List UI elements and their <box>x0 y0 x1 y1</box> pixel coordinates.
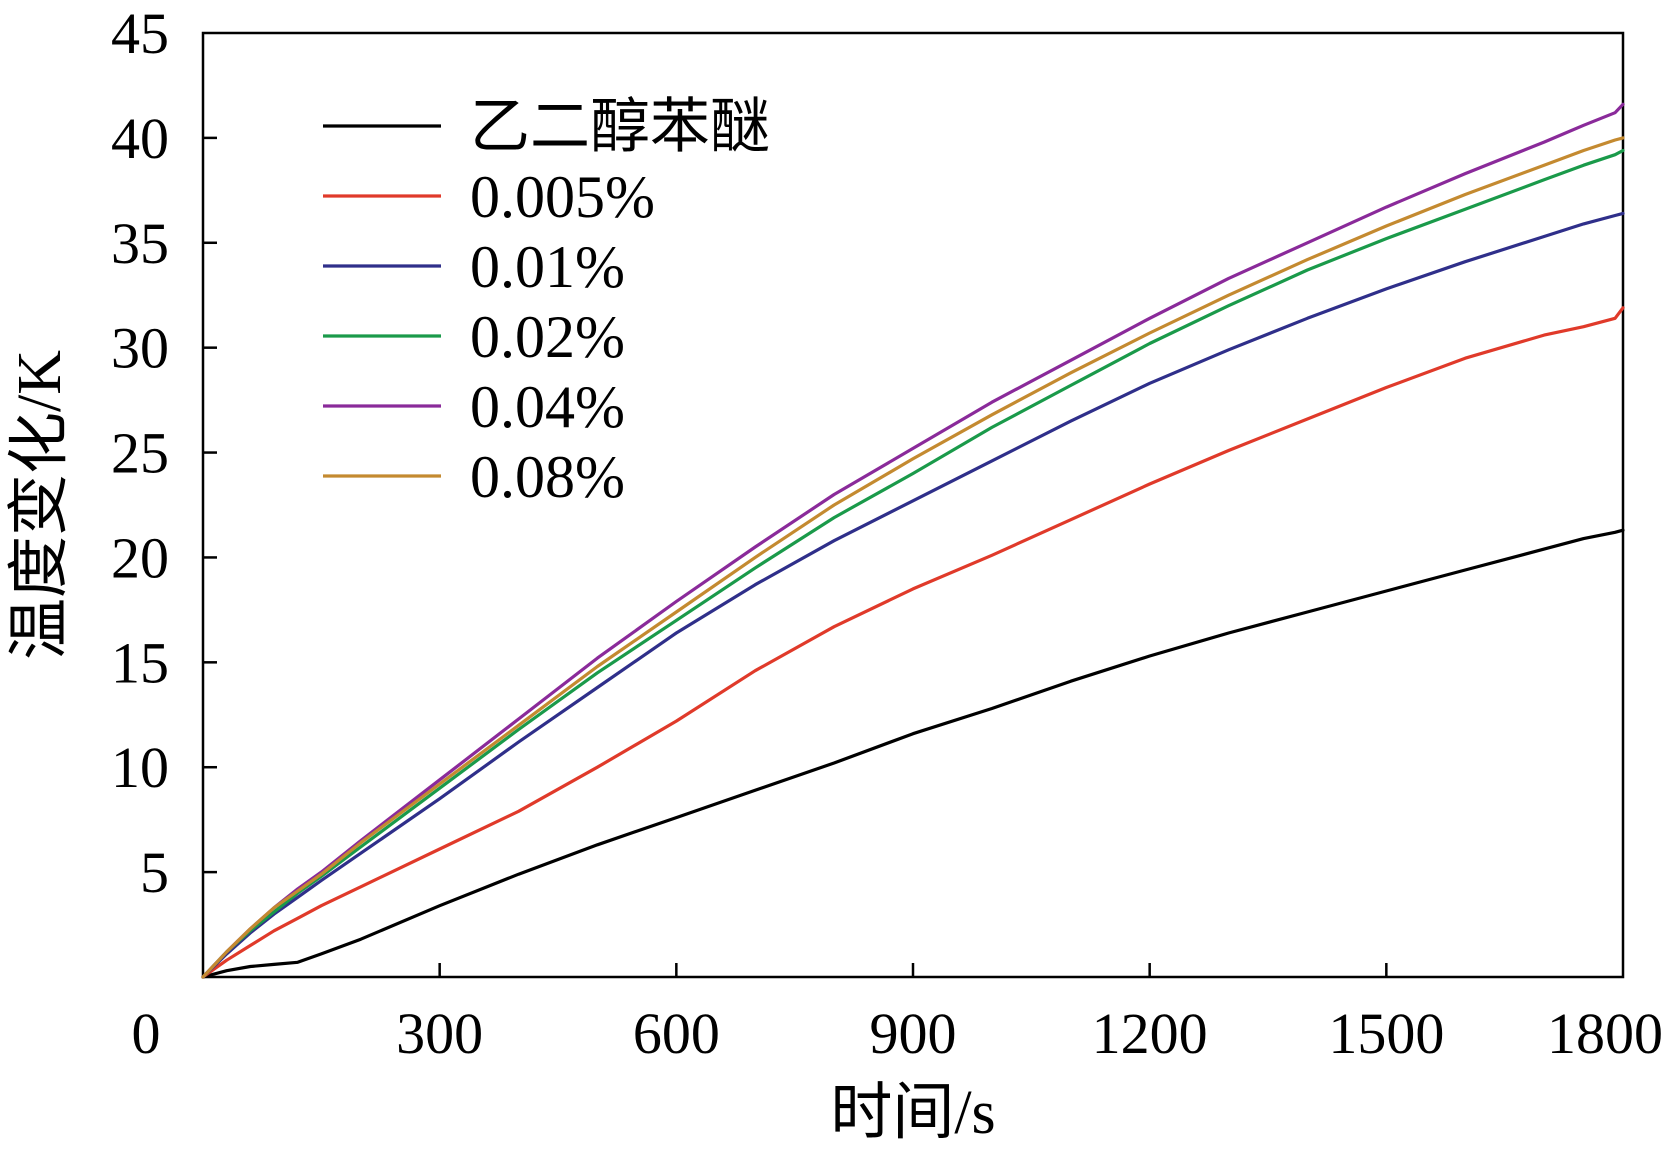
legend-label-0: 乙二醇苯醚 <box>470 94 770 160</box>
series-line-5 <box>201 136 1625 979</box>
series-line-4 <box>201 102 1625 979</box>
y-tick-label: 20 <box>111 525 169 590</box>
y-tick-label: 35 <box>111 211 169 276</box>
x-tick-label: 0 <box>132 1001 161 1066</box>
legend-label-1: 0.005% <box>470 164 655 230</box>
y-tick-label: 30 <box>111 316 169 381</box>
y-tick-label: 5 <box>140 840 169 905</box>
y-tick-label: 25 <box>111 421 169 486</box>
x-tick-label: 1800 <box>1547 1001 1663 1066</box>
legend-label-5: 0.08% <box>470 444 625 510</box>
legend-label-4: 0.04% <box>470 374 625 440</box>
x-tick-label: 900 <box>870 1001 957 1066</box>
series-line-2 <box>201 211 1625 979</box>
y-tick-label: 45 <box>111 1 169 66</box>
legend-label-2: 0.01% <box>470 234 625 300</box>
legend-label-3: 0.02% <box>470 304 625 370</box>
y-tick-label: 15 <box>111 630 169 695</box>
series-line-1 <box>201 306 1625 979</box>
plot-frame <box>201 31 1625 979</box>
series-line-0 <box>201 528 1625 979</box>
x-axis-title: 时间/s <box>830 1079 995 1147</box>
x-tick-label: 1200 <box>1092 1001 1208 1066</box>
y-tick-label: 40 <box>111 106 169 171</box>
y-axis-title: 温度变化/K <box>6 350 74 660</box>
x-tick-label: 1500 <box>1328 1001 1444 1066</box>
series-line-3 <box>201 148 1625 979</box>
y-tick-label: 10 <box>111 735 169 800</box>
x-tick-label: 600 <box>633 1001 720 1066</box>
x-tick-label: 300 <box>396 1001 483 1066</box>
